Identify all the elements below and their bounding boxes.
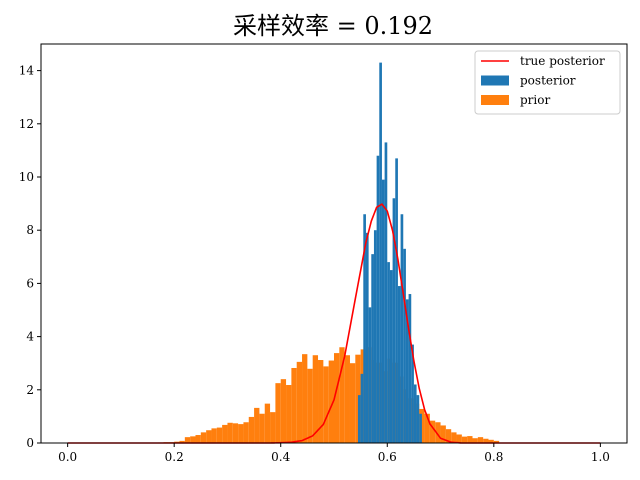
prior-histogram-bar <box>456 434 462 443</box>
posterior-histogram-bar <box>389 270 393 443</box>
prior-histogram-bar <box>286 385 292 443</box>
prior-histogram-bar <box>190 436 196 443</box>
posterior-histogram-bar <box>384 142 388 444</box>
y-tick-label: 12 <box>19 117 34 131</box>
prior-histogram-bar <box>200 432 207 443</box>
posterior-histogram-bar <box>365 232 369 443</box>
prior-histogram-bar <box>461 436 468 443</box>
prior-histogram-bar <box>429 420 436 443</box>
prior-histogram-bar <box>227 422 233 443</box>
legend: true posterior posterior prior <box>474 50 621 115</box>
posterior-histogram-bar <box>360 373 364 443</box>
plot-area <box>67 62 601 444</box>
x-tick-label: 0.6 <box>378 450 397 464</box>
prior-histogram-bar <box>424 413 430 443</box>
posterior-histogram-bar <box>368 307 372 443</box>
prior-histogram-bar <box>451 432 457 443</box>
legend-label: true posterior <box>520 54 605 68</box>
y-tick-label: 10 <box>19 170 34 184</box>
prior-histogram-bar <box>477 437 484 443</box>
posterior-histogram-bar <box>387 262 390 443</box>
prior-histogram-bar <box>445 429 452 443</box>
prior-histogram-bar <box>280 379 287 443</box>
posterior-histogram-bar <box>363 214 366 443</box>
prior-histogram-bar <box>312 355 319 443</box>
prior-histogram-bar <box>232 423 239 443</box>
x-tick-label: 0.0 <box>58 450 77 464</box>
axes: 0.0 0.2 0.4 0.6 0.8 1.0 0 2 4 6 8 10 12 14 <box>19 64 610 464</box>
legend-box <box>474 50 621 115</box>
legend-label: posterior <box>520 74 576 88</box>
posterior-histogram-bar <box>379 62 382 444</box>
prior-histogram-bar <box>248 416 255 443</box>
prior-histogram-bar <box>238 424 244 443</box>
prior-histogram-bar <box>291 367 297 443</box>
prior-histogram-bar <box>488 439 494 443</box>
posterior-histogram-bar <box>408 294 412 443</box>
prior-histogram-bar <box>296 361 303 443</box>
prior-histogram-bar <box>307 368 313 443</box>
prior-histogram-bar <box>344 355 350 443</box>
posterior-histogram-bar <box>400 214 404 443</box>
posterior-histogram-bar <box>413 384 417 443</box>
posterior-histogram-bar <box>373 230 377 443</box>
prior-histogram-bar <box>270 412 276 443</box>
posterior-histogram-bar <box>395 158 398 443</box>
prior-histogram-bar <box>339 347 345 443</box>
prior-histogram-bar <box>184 437 191 443</box>
axes-frame <box>40 43 628 444</box>
prior-histogram-bar <box>440 425 446 443</box>
y-tick-label: 2 <box>26 383 34 397</box>
prior-histogram-bar <box>493 440 500 443</box>
posterior-histogram-bar <box>376 155 380 443</box>
posterior-histogram-bar <box>381 179 385 443</box>
y-tick-label: 14 <box>19 64 35 78</box>
prior-histogram-bar <box>349 363 356 443</box>
posterior-histogram-bar <box>411 344 414 443</box>
legend-swatch <box>481 75 509 86</box>
prior-histogram-bar <box>259 413 265 443</box>
chart-title: 采样效率 = 0.192 <box>233 12 433 40</box>
x-tick-label: 0.8 <box>484 450 503 464</box>
legend-swatch <box>481 95 509 105</box>
y-tick-label: 4 <box>26 330 34 344</box>
prior-histogram-bar <box>211 428 217 443</box>
x-tick-label: 1.0 <box>591 450 610 464</box>
prior-histogram-bar <box>435 422 441 443</box>
prior-histogram-bar <box>334 353 340 443</box>
prior-histogram-bar <box>323 366 329 443</box>
prior-histogram-bar <box>467 436 473 443</box>
posterior-histogram-bar <box>405 299 409 443</box>
posterior-histogram-bar <box>392 198 396 443</box>
prior-histogram-bar <box>328 360 334 443</box>
y-tick-label: 8 <box>26 223 34 237</box>
posterior-histogram-bar <box>419 413 422 443</box>
prior-histogram-bar <box>206 430 212 443</box>
prior-histogram-bar <box>195 435 201 443</box>
prior-histogram-bar <box>318 360 324 443</box>
posterior-histogram-bar <box>403 248 406 443</box>
prior-histogram-bar <box>483 438 489 443</box>
prior-histogram-bar <box>216 427 223 443</box>
prior-histogram-bar <box>222 424 228 443</box>
legend-label: prior <box>520 93 550 107</box>
prior-histogram-bar <box>254 407 260 443</box>
posterior-histogram-bar <box>371 254 374 443</box>
y-tick-label: 6 <box>26 276 34 290</box>
prior-histogram-bar <box>275 383 281 443</box>
prior-histogram-bar <box>472 438 478 443</box>
posterior-histogram-bar <box>397 286 401 443</box>
prior-histogram-bar <box>264 403 271 443</box>
prior-histogram-bar <box>179 440 185 443</box>
y-tick-label: 0 <box>26 436 34 450</box>
posterior-histogram-bar <box>357 395 361 443</box>
x-tick-label: 0.2 <box>165 450 184 464</box>
prior-histogram-bar <box>243 422 249 443</box>
prior-histogram-bar <box>302 354 308 443</box>
x-tick-label: 0.4 <box>271 450 290 464</box>
posterior-histogram-bar <box>416 395 420 443</box>
